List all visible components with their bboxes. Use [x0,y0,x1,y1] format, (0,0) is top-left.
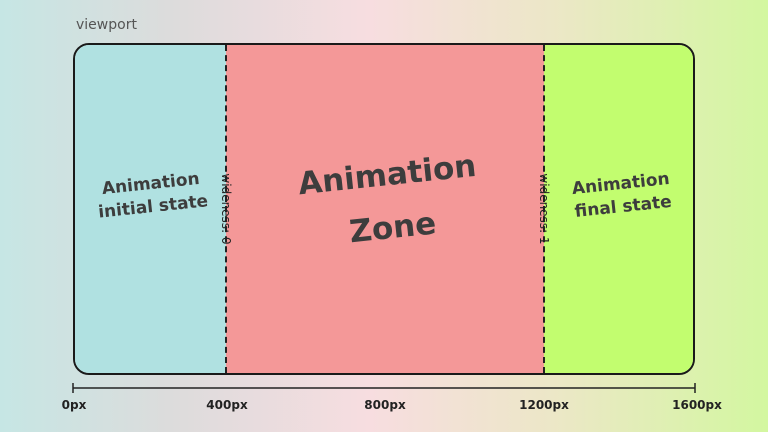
viewport-frame: wideness: 0 wideness: 1 Animation initia… [73,43,695,375]
final-state-zone [544,45,693,373]
wideness-start-divider [225,45,227,373]
viewport-label: viewport [76,17,137,33]
tick-label-0: 0px [61,398,87,412]
initial-state-zone [75,45,226,373]
tick-label-1600: 1600px [672,398,722,412]
tick-label-400: 400px [206,398,248,412]
animation-zone [226,45,544,373]
wideness-end-divider [543,45,545,373]
tick-label-1200: 1200px [519,398,569,412]
tick-label-800: 800px [364,398,406,412]
